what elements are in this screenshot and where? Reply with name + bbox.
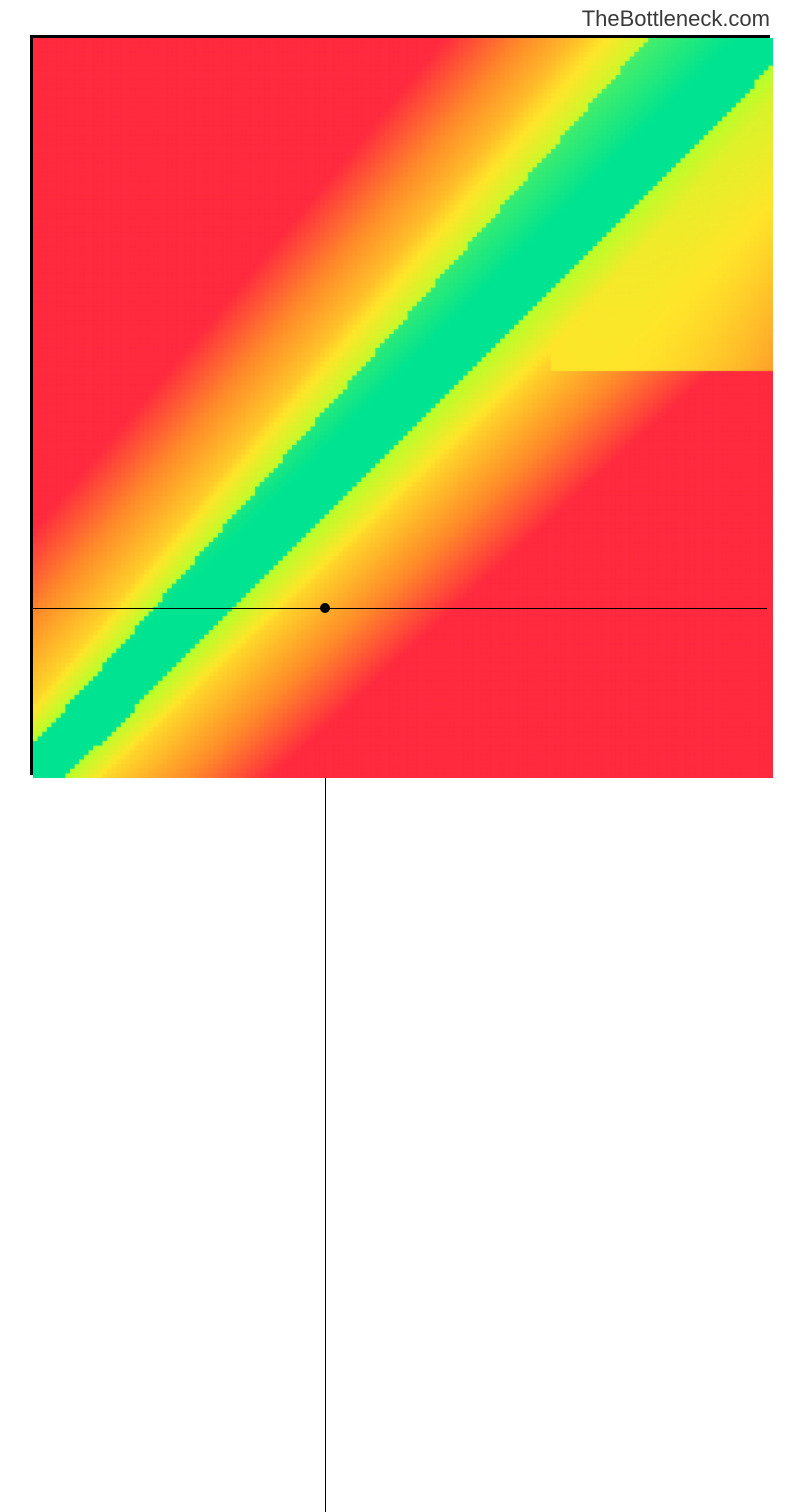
crosshair-horizontal bbox=[33, 608, 767, 609]
crosshair-vertical bbox=[325, 778, 326, 1512]
watermark-text: TheBottleneck.com bbox=[582, 6, 770, 32]
chart-container: TheBottleneck.com bbox=[0, 0, 800, 800]
plot-frame bbox=[30, 35, 770, 775]
marker-point bbox=[320, 603, 330, 613]
heatmap-canvas bbox=[33, 38, 773, 778]
